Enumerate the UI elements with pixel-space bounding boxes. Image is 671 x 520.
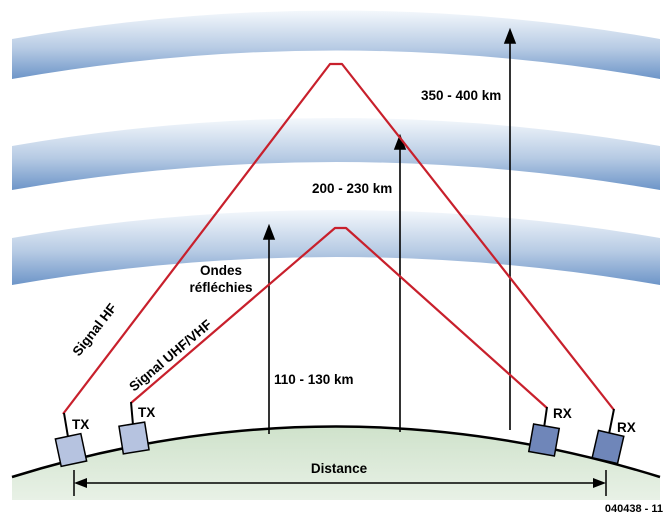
ionosphere-layer-mid	[12, 118, 660, 190]
signal-uhf-vhf-label: Signal UHF/VHF	[126, 317, 214, 395]
rx2-label: RX	[617, 420, 636, 435]
rx1-antenna	[543, 406, 548, 429]
rx2-antenna	[608, 408, 615, 435]
altitude-label-high: 350 - 400 km	[421, 88, 501, 103]
reflected-waves-label-line2: réfléchies	[189, 280, 252, 295]
tx2-label: TX	[138, 405, 155, 420]
reflected-waves-label-line1: Ondes	[200, 263, 242, 278]
earth-surface-line	[11, 425, 661, 479]
tx1-antenna	[63, 412, 69, 438]
earth-ground	[12, 426, 660, 500]
signal-uhf-vhf-path	[130, 226, 548, 409]
altitude-label-low: 110 - 130 km	[274, 372, 354, 387]
distance-arrowhead-right	[593, 478, 606, 488]
rx2-box	[591, 429, 625, 465]
tx2-box	[118, 421, 150, 455]
tx2-antenna	[130, 401, 134, 426]
rx1-label: RX	[553, 406, 572, 421]
distance-arrowhead-left	[74, 478, 87, 488]
tx1-box	[54, 432, 88, 468]
arrowhead-high	[503, 27, 517, 44]
arrowhead-low	[262, 223, 276, 240]
ionosphere-layer-high	[12, 10, 660, 79]
distance-label: Distance	[311, 461, 368, 476]
signal-hf-path	[62, 62, 615, 415]
ionosphere-layer-low	[12, 210, 660, 285]
rx1-box	[527, 423, 561, 457]
altitude-label-mid: 200 - 230 km	[312, 181, 392, 196]
figure-id-label: 040438 - 11	[605, 503, 663, 515]
tx1-label: TX	[72, 417, 89, 432]
